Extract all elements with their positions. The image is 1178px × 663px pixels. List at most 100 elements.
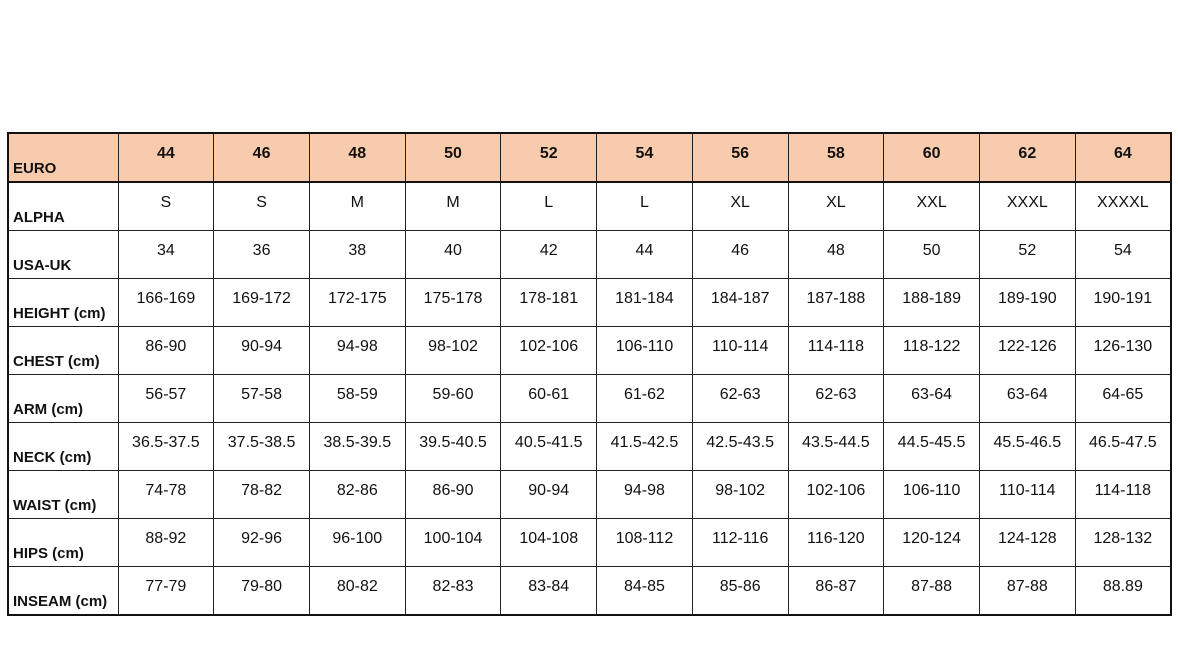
row-label: HIPS (cm) xyxy=(7,518,119,567)
table-cell: 42.5-43.5 xyxy=(691,422,789,471)
table-cell: 45.5-46.5 xyxy=(978,422,1076,471)
table-cell: 80-82 xyxy=(308,566,406,616)
table-cell: M xyxy=(404,181,502,231)
table-cell: 106-110 xyxy=(883,470,980,519)
table-cell: 184-187 xyxy=(691,278,789,327)
table-cell: 83-84 xyxy=(500,566,598,616)
table-cell: 39.5-40.5 xyxy=(404,422,502,471)
row-label: ALPHA xyxy=(7,181,119,231)
table-cell: 166-169 xyxy=(117,278,215,327)
table-cell: 189-190 xyxy=(978,278,1076,327)
table-cell: 82-83 xyxy=(404,566,502,616)
table-row: ALPHA S S M M L L XL XL XXL XXXL XXXXL xyxy=(7,181,1172,231)
table-cell: 60-61 xyxy=(500,374,598,423)
table-cell: 114-118 xyxy=(787,326,885,375)
table-cell: 118-122 xyxy=(883,326,980,375)
table-cell: 58-59 xyxy=(308,374,406,423)
table-cell: 44.5-45.5 xyxy=(883,422,980,471)
table-cell: 102-106 xyxy=(787,470,885,519)
header-cell: 58 xyxy=(787,132,885,183)
table-cell: 74-78 xyxy=(117,470,215,519)
header-cell: 62 xyxy=(978,132,1076,183)
table-cell: 98-102 xyxy=(691,470,789,519)
table-cell: 86-90 xyxy=(117,326,215,375)
table-cell: 59-60 xyxy=(404,374,502,423)
table-cell: XXXXL xyxy=(1074,181,1172,231)
table-cell: 62-63 xyxy=(691,374,789,423)
table-cell: 104-108 xyxy=(500,518,598,567)
table-cell: 175-178 xyxy=(404,278,502,327)
table-cell: M xyxy=(308,181,406,231)
table-cell: 108-112 xyxy=(596,518,693,567)
table-cell: 82-86 xyxy=(308,470,406,519)
row-label: USA-UK xyxy=(7,230,119,279)
table-cell: 40 xyxy=(404,230,502,279)
table-cell: 110-114 xyxy=(978,470,1076,519)
table-cell: 178-181 xyxy=(500,278,598,327)
table-cell: 77-79 xyxy=(117,566,215,616)
table-cell: 114-118 xyxy=(1074,470,1172,519)
table-cell: 90-94 xyxy=(500,470,598,519)
row-label: NECK (cm) xyxy=(7,422,119,471)
header-cell: 60 xyxy=(883,132,980,183)
table-cell: 36 xyxy=(213,230,310,279)
table-cell: 172-175 xyxy=(308,278,406,327)
table-cell: 100-104 xyxy=(404,518,502,567)
row-label: INSEAM (cm) xyxy=(7,566,119,616)
table-cell: 52 xyxy=(978,230,1076,279)
table-cell: 122-126 xyxy=(978,326,1076,375)
table-cell: 62-63 xyxy=(787,374,885,423)
header-row: EURO 44 46 48 50 52 54 56 58 60 62 64 xyxy=(7,132,1172,183)
table-cell: 94-98 xyxy=(596,470,693,519)
table-cell: 34 xyxy=(117,230,215,279)
table-cell: 88-92 xyxy=(117,518,215,567)
table-cell: 98-102 xyxy=(404,326,502,375)
row-label: WAIST (cm) xyxy=(7,470,119,519)
row-label: HEIGHT (cm) xyxy=(7,278,119,327)
table-cell: 124-128 xyxy=(978,518,1076,567)
header-cell: 48 xyxy=(308,132,406,183)
table-cell: 42 xyxy=(500,230,598,279)
header-cell: 46 xyxy=(213,132,310,183)
table-cell: 48 xyxy=(787,230,885,279)
table-cell: 43.5-44.5 xyxy=(787,422,885,471)
header-cell: 56 xyxy=(691,132,789,183)
table-row: USA-UK 34 36 38 40 42 44 46 48 50 52 54 xyxy=(7,230,1172,279)
table-cell: 86-90 xyxy=(404,470,502,519)
table-cell: 102-106 xyxy=(500,326,598,375)
table-cell: 116-120 xyxy=(787,518,885,567)
table-cell: 87-88 xyxy=(883,566,980,616)
header-cell: 54 xyxy=(596,132,693,183)
table-cell: 126-130 xyxy=(1074,326,1172,375)
table-row: HIPS (cm) 88-92 92-96 96-100 100-104 104-108 1… xyxy=(7,518,1172,567)
table-cell: XL xyxy=(787,181,885,231)
table-cell: 188-189 xyxy=(883,278,980,327)
table-cell: 38.5-39.5 xyxy=(308,422,406,471)
table-cell: 84-85 xyxy=(596,566,693,616)
table-cell: 56-57 xyxy=(117,374,215,423)
table-cell: 64-65 xyxy=(1074,374,1172,423)
table-cell: 61-62 xyxy=(596,374,693,423)
table-cell: 50 xyxy=(883,230,980,279)
table-cell: 169-172 xyxy=(213,278,310,327)
table-cell: 37.5-38.5 xyxy=(213,422,310,471)
table-cell: 128-132 xyxy=(1074,518,1172,567)
row-label: CHEST (cm) xyxy=(7,326,119,375)
table-row: HEIGHT (cm) 166-169 169-172 172-175 175-178 1… xyxy=(7,278,1172,327)
table-cell: 54 xyxy=(1074,230,1172,279)
table-cell: 46 xyxy=(691,230,789,279)
size-chart-body: EURO 44 46 48 50 52 54 56 58 60 62 64 ALPHA S S M M L L XL X… xyxy=(7,132,1172,616)
table-row: ARM (cm) 56-57 57-58 58-59 59-60 60-61 61-62 62… xyxy=(7,374,1172,423)
table-cell: XXL xyxy=(883,181,980,231)
table-row: NECK (cm) 36.5-37.5 37.5-38.5 38.5-39.5 39.5… xyxy=(7,422,1172,471)
table-cell: 190-191 xyxy=(1074,278,1172,327)
table-cell: S xyxy=(213,181,310,231)
table-cell: 63-64 xyxy=(883,374,980,423)
table-row: WAIST (cm) 74-78 78-82 82-86 86-90 90-94 94-98… xyxy=(7,470,1172,519)
table-cell: 87-88 xyxy=(978,566,1076,616)
table-row: INSEAM (cm) 77-79 79-80 80-82 82-83 83-84 84-8… xyxy=(7,566,1172,616)
header-cell: 50 xyxy=(404,132,502,183)
table-cell: 38 xyxy=(308,230,406,279)
table-cell: 96-100 xyxy=(308,518,406,567)
table-cell: 36.5-37.5 xyxy=(117,422,215,471)
